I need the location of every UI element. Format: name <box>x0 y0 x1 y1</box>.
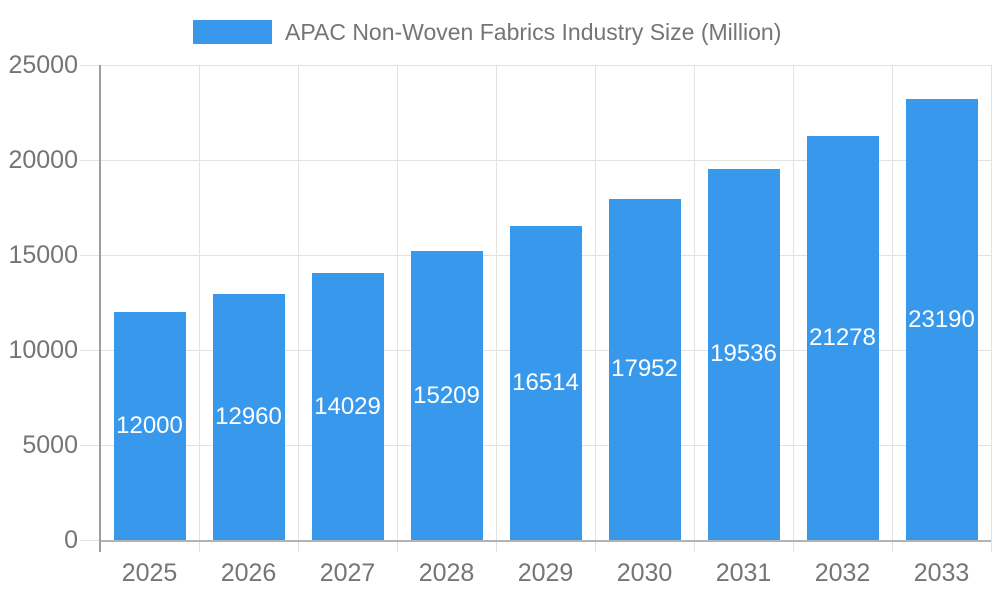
x-gridline <box>892 65 893 552</box>
bar-value-label: 15209 <box>413 381 480 409</box>
x-axis-tick-label: 2025 <box>121 559 178 587</box>
bar-value-label: 12000 <box>116 412 183 439</box>
bar-2030[interactable]: 17952 <box>608 198 681 540</box>
y-axis-tick-label: 10000 <box>8 336 78 364</box>
bar-2031[interactable]: 19536 <box>707 168 780 540</box>
y-axis-tick-label: 25000 <box>8 51 78 79</box>
y-axis-tick-label: 20000 <box>8 146 78 174</box>
x-axis-tick-label: 2027 <box>319 559 376 587</box>
bar-value-label: 14029 <box>314 392 381 420</box>
bar-value-label: 16514 <box>512 369 579 397</box>
y-gridline <box>80 160 991 161</box>
x-gridline <box>199 65 200 552</box>
bar-2026[interactable]: 12960 <box>212 293 285 540</box>
x-gridline <box>397 65 398 552</box>
y-axis-tick-label: 5000 <box>22 431 78 459</box>
bar-value-label: 17952 <box>611 355 678 383</box>
bar-value-label: 21278 <box>809 323 876 351</box>
bar-2027[interactable]: 14029 <box>311 273 384 540</box>
x-axis-tick-label: 2033 <box>913 559 970 587</box>
bar-2033[interactable]: 23190 <box>905 99 978 540</box>
x-axis-tick-label: 2032 <box>814 559 871 587</box>
x-axis-line <box>100 540 991 542</box>
bar-2025[interactable]: 12000 <box>113 312 186 540</box>
x-gridline <box>595 65 596 552</box>
x-gridline <box>793 65 794 552</box>
x-gridline <box>991 65 992 552</box>
x-axis-tick-label: 2031 <box>715 559 772 587</box>
x-axis-tick-label: 2029 <box>517 559 574 587</box>
y-gridline <box>80 65 991 66</box>
bar-value-label: 23190 <box>908 305 975 333</box>
x-gridline <box>298 65 299 552</box>
x-gridline <box>694 65 695 552</box>
x-axis-tick-label: 2028 <box>418 559 475 587</box>
bar-2028[interactable]: 15209 <box>410 251 483 540</box>
y-axis-tick-label: 15000 <box>8 241 78 269</box>
legend-label: APAC Non-Woven Fabrics Industry Size (Mi… <box>285 18 782 45</box>
y-axis-tick-label: 0 <box>64 526 78 554</box>
x-axis-tick-label: 2026 <box>220 559 277 587</box>
bar-2032[interactable]: 21278 <box>806 135 879 540</box>
y-tick-zero <box>80 540 100 541</box>
chart-legend[interactable]: APAC Non-Woven Fabrics Industry Size (Mi… <box>193 17 781 47</box>
y-axis-line <box>99 65 101 552</box>
legend-swatch <box>193 20 272 44</box>
x-axis-tick-label: 2030 <box>616 559 673 587</box>
bar-value-label: 12960 <box>215 402 282 430</box>
bar-value-label: 19536 <box>710 340 777 368</box>
bar-2029[interactable]: 16514 <box>509 226 582 540</box>
x-gridline <box>496 65 497 552</box>
